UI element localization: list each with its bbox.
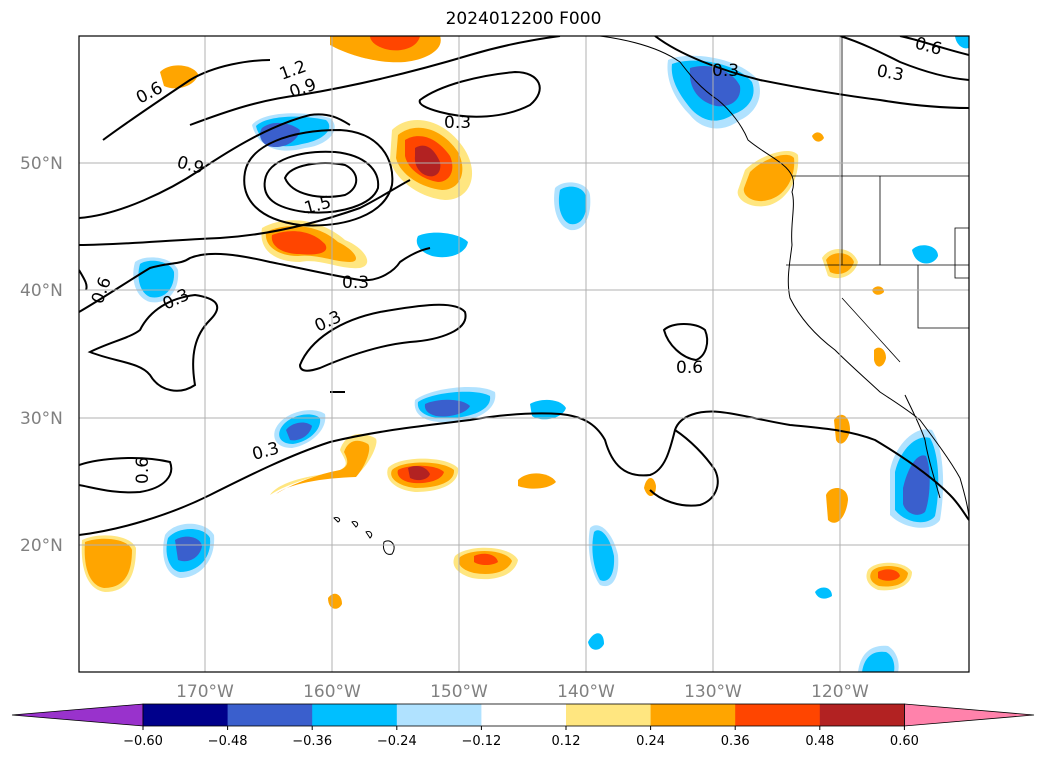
contour-label: 0.6: [676, 358, 703, 378]
contour-line: [79, 410, 969, 536]
positive-anomaly-blob: [408, 466, 430, 481]
negative-anomaly-blob: [815, 587, 832, 599]
contour-label: 0.3: [712, 61, 739, 81]
positive-anomaly-blob: [474, 553, 498, 565]
colorbar-tick-label: 0.12: [552, 734, 581, 749]
colorbar-swatch: [650, 704, 736, 726]
map-title: 2024012200 F000: [445, 9, 602, 29]
lon-label: 120°W: [811, 682, 869, 702]
negative-anomaly-blob: [592, 530, 615, 581]
colorbar: −0.60 −0.48 −0.36 −0.24 −0.12 0.12 0.24 0.36 0.4…: [11, 703, 1035, 749]
north-america-coastline: [599, 36, 969, 521]
positive-anomaly-blob: [160, 65, 198, 89]
lat-label: 20°N: [20, 536, 63, 556]
colorbar-tick-label: 0.24: [636, 734, 665, 749]
contour-line: [649, 429, 719, 507]
colorbar-tick-label: 0.36: [721, 734, 750, 749]
lon-label: 140°W: [557, 682, 615, 702]
contour-label: 0.3: [444, 113, 471, 133]
contour-line: [87, 293, 219, 392]
contour-line: [418, 70, 541, 118]
contour-line: [839, 36, 969, 81]
positive-anomaly-blob: [878, 569, 900, 581]
positive-anomaly-blob: [743, 154, 795, 202]
positive-anomaly-blob: [276, 440, 370, 494]
colorbar-tick-label: 0.48: [805, 734, 834, 749]
colorbar-swatch: [143, 704, 229, 726]
colorbar-extend-min: [11, 703, 144, 727]
ocean-background: [79, 36, 969, 672]
negative-anomaly-blob: [955, 36, 969, 49]
negative-anomaly-blob: [175, 536, 202, 562]
negative-anomaly-blob: [862, 651, 895, 672]
colorbar-swatch: [566, 704, 652, 726]
contour-label: 0.3: [875, 61, 905, 85]
plot-frame: [78, 35, 970, 673]
lon-label: 170°W: [176, 682, 234, 702]
contour-line: [662, 323, 709, 362]
contour-lines: [79, 36, 969, 536]
colorbar-swatch: [735, 704, 821, 726]
lon-label: 150°W: [430, 682, 488, 702]
positive-anomaly-blob: [518, 473, 556, 489]
colorbar-swatch: [819, 704, 905, 726]
positive-anomaly-blob: [874, 347, 886, 367]
lat-label: 30°N: [20, 409, 63, 429]
longitude-labels: 170°W 160°W 150°W 140°W 130°W 120°W: [176, 682, 869, 702]
negative-anomaly-blob: [689, 66, 741, 107]
colorbar-extend-max: [904, 703, 1035, 727]
negative-anomaly-blob: [588, 633, 604, 650]
contour-line: [79, 113, 351, 219]
colorbar-frame: [142, 703, 905, 727]
positive-anomaly-blob: [834, 414, 850, 444]
colorbar-tick-label: −0.48: [208, 734, 248, 749]
contour-line: [283, 162, 358, 198]
negative-anomaly-blob: [416, 232, 468, 258]
positive-anomaly-blob: [84, 538, 132, 588]
latitude-labels: 50°N 40°N 30°N 20°N: [20, 154, 63, 556]
positive-anomaly-blob: [812, 132, 824, 142]
contour-line: [263, 150, 380, 214]
positive-anomaly-blob: [271, 231, 327, 255]
colorbar-tick-label: −0.12: [461, 734, 501, 749]
negative-anomaly-blob: [903, 455, 930, 515]
negative-anomaly-blob: [286, 422, 312, 441]
plot-area: 0.6 1.2 0.9 0.9 1.5 0.3 0.3 0.3 0.3 0.6 …: [79, 34, 969, 672]
contour-line: [102, 59, 271, 141]
contour-line: [79, 179, 411, 246]
hawaii-islands: [333, 517, 395, 555]
positive-anomaly-blob: [826, 488, 848, 523]
contour-label: 0.6: [913, 34, 944, 60]
contour-label: 0.3: [342, 273, 369, 293]
lon-label: 130°W: [684, 682, 742, 702]
lon-label: 160°W: [303, 682, 361, 702]
colorbar-tick-label: −0.60: [123, 734, 163, 749]
contour-label: 0.6: [133, 457, 153, 484]
negative-anomaly-blob: [558, 186, 587, 225]
colorbar-tick-label: −0.36: [292, 734, 332, 749]
contour-line: [243, 128, 394, 227]
contour-line: [79, 269, 88, 291]
lat-label: 50°N: [20, 154, 63, 174]
contour-line: [899, 36, 969, 56]
positive-anomaly-blob: [414, 145, 441, 177]
contour-line: [654, 36, 969, 109]
colorbar-swatch: [227, 704, 313, 726]
colorbar-tick-label: 0.60: [890, 734, 919, 749]
colorbar-swatch: [481, 704, 567, 726]
positive-anomaly-blob: [370, 36, 420, 51]
positive-anomaly-blob: [872, 286, 884, 295]
contour-line: [189, 36, 561, 126]
negative-anomaly-blob: [912, 245, 938, 264]
colorbar-swatch: [396, 704, 482, 726]
lat-label: 40°N: [20, 281, 63, 301]
contour-line: [298, 303, 467, 372]
colorbar-tick-label: −0.24: [377, 734, 417, 749]
state-boundaries: [786, 36, 969, 363]
contour-line: [79, 247, 431, 313]
contour-line: [79, 457, 173, 494]
colorbar-swatch: [312, 704, 398, 726]
gridlines: [79, 36, 969, 672]
